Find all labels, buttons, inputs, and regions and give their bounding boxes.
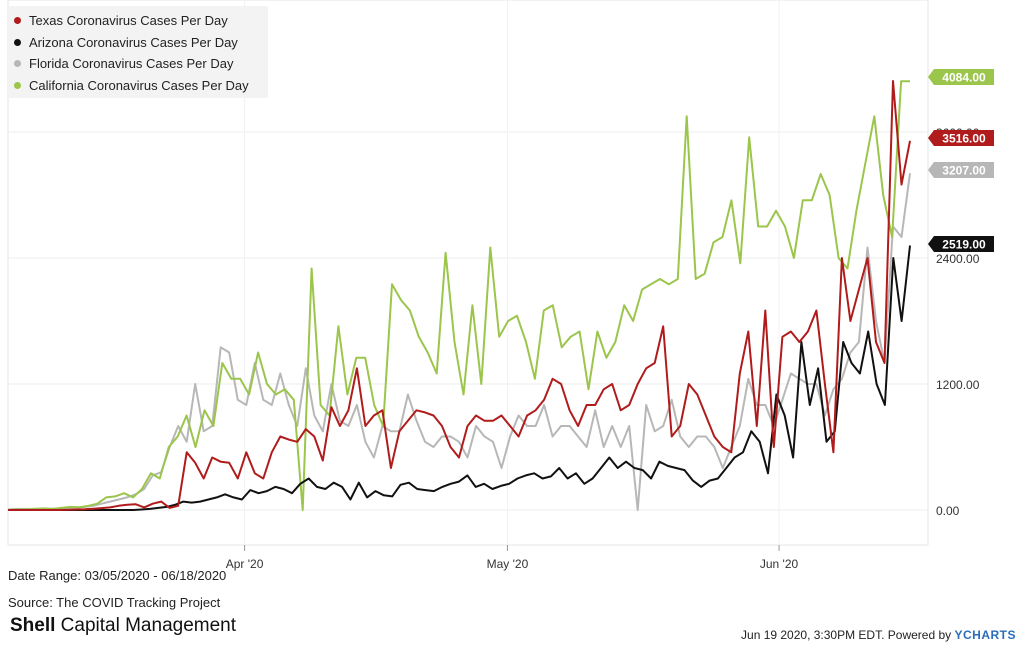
end-badge-3 <box>928 69 994 85</box>
y-tick-label: 2400.00 <box>936 252 980 266</box>
legend-dot-california <box>14 81 21 89</box>
legend-item-florida[interactable]: Florida Coronavirus Cases Per Day <box>14 53 268 75</box>
brand-rest: Capital Management <box>55 615 237 636</box>
series-line-0 <box>8 80 911 511</box>
series-line-3 <box>7 80 910 511</box>
timestamp-text: Jun 19 2020, 3:30PM EDT. Powered by <box>741 628 955 642</box>
date-range-text: Date Range: 03/05/2020 - 06/18/2020 <box>8 568 227 583</box>
brand-logo: Shell Capital Management <box>10 615 236 637</box>
series-line-2 <box>7 173 911 511</box>
legend-item-texas[interactable]: Texas Coronavirus Cases Per Day <box>14 10 268 32</box>
end-label-3: 4084.00 <box>942 71 986 85</box>
ycharts-logo[interactable]: YCHARTS <box>954 628 1016 642</box>
x-tick-label: Jun '20 <box>760 557 799 571</box>
chart-legend: Texas Coronavirus Cases Per Day Arizona … <box>8 6 268 98</box>
timestamp-credit: Jun 19 2020, 3:30PM EDT. Powered by YCHA… <box>741 628 1016 642</box>
end-label-1: 2519.00 <box>942 238 986 252</box>
end-badge-1 <box>928 236 994 252</box>
legend-dot-arizona <box>14 38 21 46</box>
legend-label-arizona: Arizona Coronavirus Cases Per Day <box>29 34 238 50</box>
y-tick-label: 1200.00 <box>936 378 980 392</box>
brand-bold: Shell <box>10 615 56 636</box>
legend-dot-texas <box>14 17 21 25</box>
legend-label-california: California Coronavirus Cases Per Day <box>29 77 249 93</box>
legend-label-texas: Texas Coronavirus Cases Per Day <box>29 13 228 29</box>
end-badge-0 <box>928 130 994 146</box>
end-label-0: 3516.00 <box>942 132 986 146</box>
legend-item-arizona[interactable]: Arizona Coronavirus Cases Per Day <box>14 32 268 54</box>
legend-item-california[interactable]: California Coronavirus Cases Per Day <box>14 75 268 97</box>
series-line-1 <box>8 245 911 511</box>
legend-label-florida: Florida Coronavirus Cases Per Day <box>29 56 234 72</box>
legend-dot-florida <box>14 60 21 68</box>
end-label-2: 3207.00 <box>942 164 986 178</box>
x-tick-label: Apr '20 <box>226 557 264 571</box>
x-tick-label: May '20 <box>487 557 529 571</box>
end-badge-2 <box>928 162 994 178</box>
y-tick-label: 0.00 <box>936 504 960 518</box>
source-text: Source: The COVID Tracking Project <box>8 595 221 610</box>
